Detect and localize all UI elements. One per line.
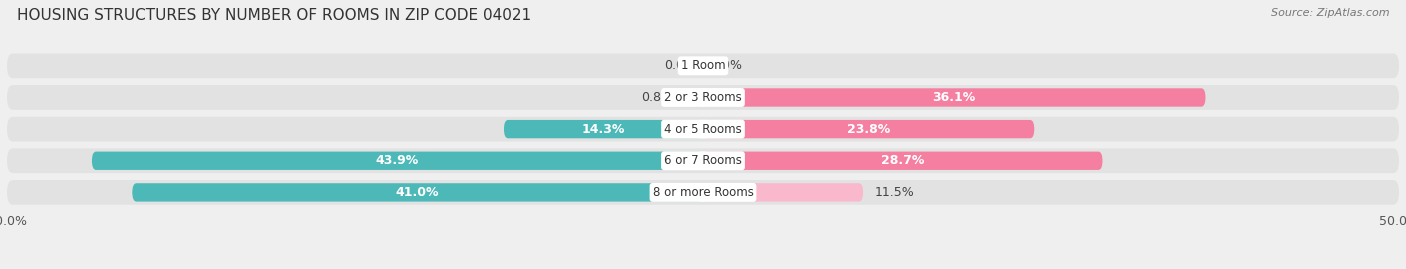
Text: 4 or 5 Rooms: 4 or 5 Rooms [664,123,742,136]
Text: 14.3%: 14.3% [582,123,626,136]
Text: 2 or 3 Rooms: 2 or 3 Rooms [664,91,742,104]
FancyBboxPatch shape [7,54,1399,78]
FancyBboxPatch shape [91,152,703,170]
Text: 8 or more Rooms: 8 or more Rooms [652,186,754,199]
Text: 28.7%: 28.7% [882,154,924,167]
Text: 36.1%: 36.1% [932,91,976,104]
FancyBboxPatch shape [7,180,1399,205]
FancyBboxPatch shape [7,148,1399,173]
Text: 0.0%: 0.0% [710,59,742,72]
FancyBboxPatch shape [703,183,863,201]
FancyBboxPatch shape [703,152,1102,170]
Text: 11.5%: 11.5% [875,186,914,199]
FancyBboxPatch shape [7,85,1399,110]
Text: 23.8%: 23.8% [846,123,890,136]
Text: 41.0%: 41.0% [396,186,440,199]
Legend: Owner-occupied, Renter-occupied: Owner-occupied, Renter-occupied [569,264,837,269]
FancyBboxPatch shape [703,120,1035,138]
Text: 6 or 7 Rooms: 6 or 7 Rooms [664,154,742,167]
Text: 0.0%: 0.0% [664,59,696,72]
Text: 1 Room: 1 Room [681,59,725,72]
Text: 0.81%: 0.81% [641,91,681,104]
FancyBboxPatch shape [132,183,703,201]
FancyBboxPatch shape [703,88,1205,107]
FancyBboxPatch shape [7,117,1399,141]
FancyBboxPatch shape [503,120,703,138]
Text: 43.9%: 43.9% [375,154,419,167]
Text: Source: ZipAtlas.com: Source: ZipAtlas.com [1271,8,1389,18]
FancyBboxPatch shape [692,88,703,107]
Text: HOUSING STRUCTURES BY NUMBER OF ROOMS IN ZIP CODE 04021: HOUSING STRUCTURES BY NUMBER OF ROOMS IN… [17,8,531,23]
